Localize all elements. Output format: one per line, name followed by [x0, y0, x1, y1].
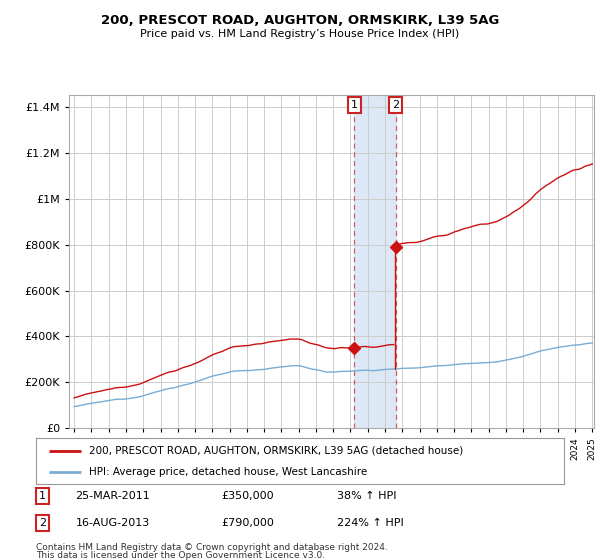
Text: 200, PRESCOT ROAD, AUGHTON, ORMSKIRK, L39 5AG: 200, PRESCOT ROAD, AUGHTON, ORMSKIRK, L3… [101, 14, 499, 27]
Text: 38% ↑ HPI: 38% ↑ HPI [337, 491, 397, 501]
Text: 224% ↑ HPI: 224% ↑ HPI [337, 517, 404, 528]
Text: 16-AUG-2013: 16-AUG-2013 [76, 517, 150, 528]
Bar [354, 95, 396, 428]
Text: 1: 1 [351, 100, 358, 110]
Text: HPI: Average price, detached house, West Lancashire: HPI: Average price, detached house, West… [89, 467, 367, 477]
Text: 2: 2 [392, 100, 400, 110]
Text: Contains HM Land Registry data © Crown copyright and database right 2024.: Contains HM Land Registry data © Crown c… [36, 543, 388, 552]
Text: This data is licensed under the Open Government Licence v3.0.: This data is licensed under the Open Gov… [36, 551, 325, 560]
Text: £350,000: £350,000 [221, 491, 274, 501]
Text: 1: 1 [39, 491, 46, 501]
Text: 200, PRESCOT ROAD, AUGHTON, ORMSKIRK, L39 5AG (detached house): 200, PRESCOT ROAD, AUGHTON, ORMSKIRK, L3… [89, 446, 463, 456]
Text: Price paid vs. HM Land Registry’s House Price Index (HPI): Price paid vs. HM Land Registry’s House … [140, 29, 460, 39]
Text: £790,000: £790,000 [221, 517, 274, 528]
Text: 2: 2 [39, 517, 46, 528]
Text: 25-MAR-2011: 25-MAR-2011 [76, 491, 151, 501]
